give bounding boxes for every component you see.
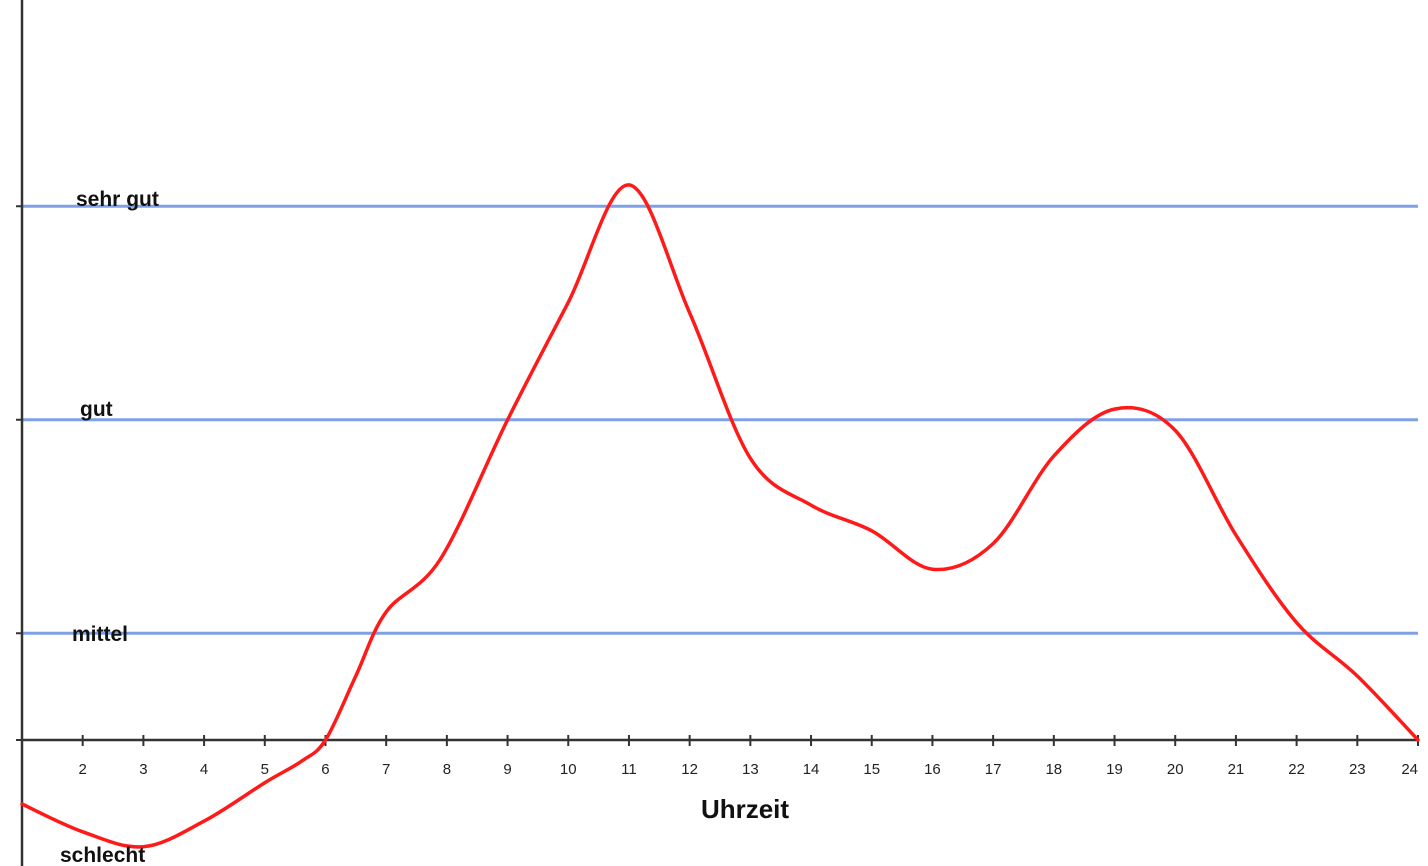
x-tick-label-13: 13 bbox=[742, 761, 759, 778]
x-tick-label-2: 2 bbox=[79, 761, 87, 778]
x-tick-label-3: 3 bbox=[139, 761, 147, 778]
x-tick-label-18: 18 bbox=[1045, 761, 1062, 778]
x-axis-title: Uhrzeit bbox=[701, 794, 789, 824]
x-tick-label-4: 4 bbox=[200, 761, 208, 778]
x-tick-label-6: 6 bbox=[321, 761, 329, 778]
x-tick-label-17: 17 bbox=[985, 761, 1002, 778]
level-label-gut: gut bbox=[80, 398, 113, 421]
x-tick-label-22: 22 bbox=[1288, 761, 1305, 778]
level-label-schlecht: schlecht bbox=[60, 844, 145, 866]
level-label-sehr-gut: sehr gut bbox=[76, 188, 159, 211]
x-tick-label-5: 5 bbox=[261, 761, 269, 778]
x-tick-label-16: 16 bbox=[924, 761, 941, 778]
x-tick-label-23: 23 bbox=[1349, 761, 1366, 778]
series-line-1 bbox=[20, 183, 1420, 849]
level-label-mittel: mittel bbox=[72, 623, 128, 646]
series-layer bbox=[20, 183, 1420, 849]
x-tick-label-14: 14 bbox=[803, 761, 820, 778]
axes bbox=[16, 0, 1419, 866]
x-tick-label-12: 12 bbox=[681, 761, 698, 778]
x-tick-label-11: 11 bbox=[621, 761, 637, 778]
x-tick-label-21: 21 bbox=[1228, 761, 1245, 778]
x-tick-label-7: 7 bbox=[382, 761, 390, 778]
x-tick-label-10: 10 bbox=[560, 761, 577, 778]
x-tick-label-15: 15 bbox=[863, 761, 880, 778]
x-tick-label-24: 24 bbox=[1401, 761, 1418, 778]
x-tick-label-19: 19 bbox=[1106, 761, 1123, 778]
x-tick-label-20: 20 bbox=[1167, 761, 1184, 778]
x-tick-label-9: 9 bbox=[503, 761, 511, 778]
x-tick-label-8: 8 bbox=[443, 761, 451, 778]
grid-lines bbox=[22, 204, 1418, 635]
